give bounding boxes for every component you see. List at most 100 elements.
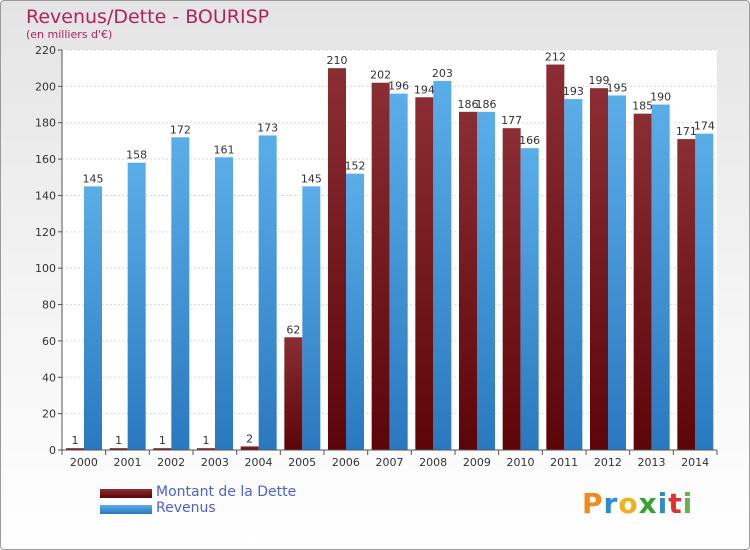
x-tick-label-2004: 2004: [245, 456, 273, 469]
y-tick-label: 120: [35, 226, 56, 239]
data-label-revenue-2012: 195: [607, 81, 628, 94]
data-label-debt-2010: 177: [501, 114, 522, 127]
bar-revenue-2008: [433, 80, 452, 450]
data-label-revenue-2001: 158: [126, 149, 147, 162]
bar-revenue-2006: [346, 173, 364, 451]
chart-title: Revenus/Dette - BOURISP: [26, 6, 270, 28]
logo-letter: t: [668, 487, 683, 520]
bar-debt-2001: [109, 448, 128, 450]
legend-swatch-debt: [100, 489, 152, 498]
y-tick-label: 160: [35, 153, 56, 166]
y-tick-label: 60: [42, 335, 56, 348]
bar-revenue-2002: [171, 137, 190, 451]
bar-debt-2004: [240, 446, 259, 450]
proxiti-logo: Proxiti: [582, 487, 693, 520]
x-tick-label-2005: 2005: [288, 456, 316, 469]
data-label-debt-2011: 212: [545, 51, 566, 64]
x-tick-label-2006: 2006: [332, 456, 360, 469]
data-label-debt-2009: 186: [458, 98, 479, 111]
data-label-revenue-2002: 172: [170, 123, 191, 136]
data-label-revenue-2014: 174: [694, 120, 715, 133]
x-tick-label-2012: 2012: [594, 456, 622, 469]
x-tick-label-2009: 2009: [463, 456, 491, 469]
bar-debt-2010: [502, 128, 521, 450]
bar-revenue-2009: [477, 111, 495, 451]
data-label-revenue-2006: 152: [345, 160, 366, 173]
y-tick-label: 0: [49, 444, 56, 457]
data-label-debt-2014: 171: [676, 125, 697, 138]
x-tick-label-2014: 2014: [681, 456, 709, 469]
data-label-revenue-2004: 173: [257, 121, 278, 134]
bar-revenue-2011: [564, 99, 583, 450]
y-tick-label: 180: [35, 117, 56, 130]
legend-label-revenue: Revenus: [156, 500, 216, 516]
x-tick-label-2008: 2008: [419, 456, 447, 469]
data-label-debt-2006: 210: [327, 54, 348, 67]
data-label-debt-2005: 62: [286, 323, 300, 336]
legend-swatch-revenue: [100, 505, 152, 514]
data-label-debt-2003: 1: [203, 434, 210, 447]
data-label-revenue-2003: 161: [214, 143, 235, 156]
legend-label-debt: Montant de la Dette: [156, 484, 297, 500]
x-tick-label-2010: 2010: [507, 456, 535, 469]
bar-debt-2014: [677, 139, 696, 450]
data-label-revenue-2011: 193: [563, 85, 584, 98]
y-tick-label: 40: [42, 371, 56, 384]
x-tick-label-2007: 2007: [376, 456, 404, 469]
y-tick-label: 20: [42, 408, 56, 421]
bar-revenue-2014: [695, 133, 714, 451]
bar-debt-2009: [459, 111, 477, 451]
data-label-debt-2008: 194: [414, 83, 435, 96]
y-tick-label: 80: [42, 299, 56, 312]
y-tick-label: 220: [35, 44, 56, 57]
chart-subtitle: (en milliers d'€): [26, 28, 113, 41]
bar-debt-2003: [197, 448, 215, 450]
bar-debt-2013: [633, 113, 652, 451]
bar-debt-2002: [153, 448, 172, 450]
data-label-revenue-2005: 145: [301, 172, 322, 185]
y-tick-label: 200: [35, 80, 56, 93]
logo-letter: r: [603, 487, 619, 520]
y-tick-label: 140: [35, 189, 56, 202]
x-tick-label-2003: 2003: [201, 456, 229, 469]
data-label-debt-2000: 1: [72, 434, 79, 447]
bar-debt-2011: [546, 64, 565, 450]
x-tick-label-2000: 2000: [70, 456, 98, 469]
axes: 0 20 40 60 80 100 120 140 160 180 200 220 2000 2001 20…: [35, 44, 718, 469]
bar-revenue-2010: [520, 148, 539, 450]
bar-debt-2000: [66, 448, 84, 450]
data-label-debt-2001: 1: [115, 434, 122, 447]
bar-revenue-2005: [302, 186, 321, 450]
x-tick-label-2002: 2002: [157, 456, 185, 469]
bar-revenue-2012: [608, 95, 626, 451]
bar-revenue-2003: [215, 157, 233, 451]
data-label-revenue-2013: 190: [650, 91, 671, 104]
data-label-debt-2013: 185: [632, 100, 653, 113]
logo-letter: i: [657, 487, 669, 520]
logo-letter: P: [582, 487, 604, 520]
data-label-debt-2007: 202: [370, 69, 391, 82]
bar-revenue-2000: [84, 186, 102, 450]
x-tick-label-2013: 2013: [638, 456, 666, 469]
data-label-revenue-2009: 186: [476, 98, 497, 111]
data-label-revenue-2010: 166: [519, 134, 540, 147]
bar-debt-2007: [371, 82, 390, 451]
bar-revenue-2013: [651, 104, 670, 450]
logo-letter: x: [638, 487, 658, 520]
bar-revenue-2007: [389, 93, 408, 451]
data-label-debt-2012: 199: [589, 74, 610, 87]
bars: [66, 64, 714, 451]
y-tick-label: 100: [35, 262, 56, 275]
bar-debt-2006: [328, 68, 346, 450]
data-label-revenue-2008: 203: [432, 67, 453, 80]
data-label-revenue-2007: 196: [388, 80, 409, 93]
x-tick-label-2011: 2011: [550, 456, 578, 469]
bar-debt-2012: [590, 88, 608, 450]
bar-revenue-2001: [127, 162, 146, 450]
data-label-debt-2002: 1: [159, 434, 166, 447]
bar-debt-2005: [284, 337, 303, 450]
logo-letter: o: [618, 487, 639, 520]
bar-debt-2008: [415, 97, 434, 450]
